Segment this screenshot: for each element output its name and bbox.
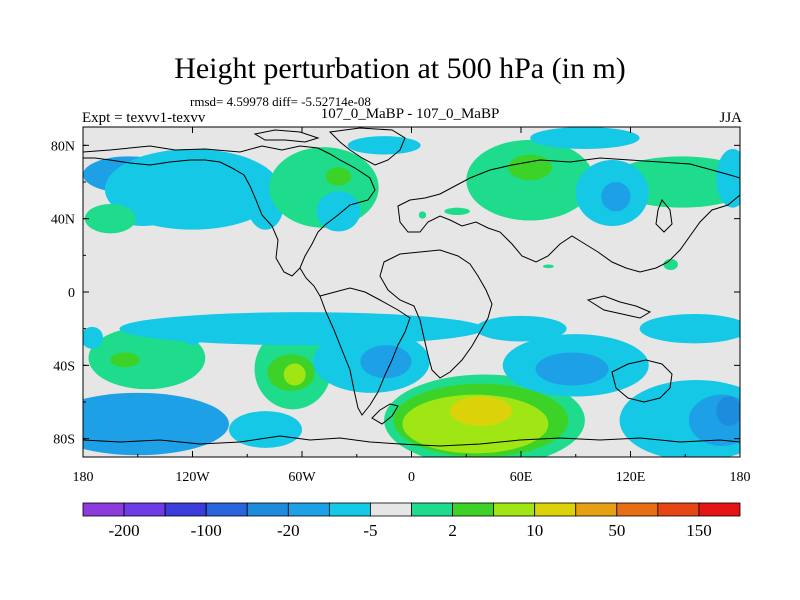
contour-region-43 (716, 396, 740, 426)
chart-title: Height perturbation at 500 hPa (in m) (174, 52, 626, 85)
contour-region-36 (449, 396, 512, 426)
y-tick-label: 40S (53, 359, 75, 374)
colorbar-box (575, 502, 618, 517)
contour-region-11 (466, 139, 594, 221)
contour-region-8 (347, 136, 421, 155)
contour-region-7 (316, 191, 361, 232)
colorbar-box (164, 502, 207, 517)
coast-south-america (319, 287, 411, 416)
contour-region-13 (513, 191, 558, 210)
contour-region-17 (601, 182, 631, 212)
colorbar-box (287, 502, 330, 517)
contour-region-40 (639, 314, 740, 344)
colorbar-box (246, 502, 289, 517)
y-tick-label: 80N (51, 139, 75, 154)
x-tick-label: 60W (288, 470, 316, 485)
colorbar-label: 50 (608, 521, 625, 540)
y-tick-label: 0 (68, 286, 75, 301)
coast-central-america (299, 267, 321, 297)
contour-region-10 (444, 207, 470, 215)
colorbar-box (205, 502, 248, 517)
colorbar-label: -5 (363, 521, 377, 540)
contour-region-12 (508, 154, 553, 181)
contour-region-29 (229, 411, 302, 448)
contour-region-19 (542, 264, 554, 269)
contour-fields (83, 127, 740, 457)
contour-region-31 (360, 345, 412, 379)
contour-region-39 (535, 352, 609, 386)
colorbar: -200 -100 -20 -5 2 10 50 150 (82, 502, 741, 540)
x-tick-label: 120W (175, 470, 210, 485)
y-axis: 80N 40N 0 40S 80S (51, 139, 740, 448)
coast-antarctica (83, 435, 740, 447)
coast-arctic-islands (253, 129, 320, 143)
colorbar-box (698, 502, 741, 517)
coast-greenland (328, 127, 406, 166)
stats-label: rmsd= 4.59978 diff= -5.52714e-08 (190, 94, 371, 109)
coast-indonesia (586, 295, 652, 319)
coast-antarctic-peninsula (371, 403, 399, 425)
coast-japan (655, 199, 673, 233)
x-tick-label: 60E (510, 470, 533, 485)
colorbar-box (370, 502, 412, 517)
coast-north-america (83, 145, 376, 277)
colorbar-box (657, 502, 700, 517)
y-tick-label: 80S (53, 433, 75, 448)
colorbar-label: 10 (526, 521, 543, 540)
contour-region-9 (418, 211, 427, 219)
colorbar-label: -200 (108, 521, 139, 540)
x-tick-label: 120E (616, 470, 646, 485)
colorbar-box (616, 502, 659, 517)
colorbar-box (123, 502, 166, 517)
contour-region-23 (83, 326, 104, 349)
contour-region-37 (475, 315, 567, 342)
colorbar-box (534, 502, 577, 517)
colorbar-box (82, 502, 125, 517)
coast-africa (379, 249, 493, 379)
season-label: JJA (719, 110, 742, 126)
colorbar-label: -20 (277, 521, 300, 540)
x-tick-label: 180 (730, 470, 751, 485)
colorbar-box (452, 502, 495, 517)
x-tick-label: 180 (73, 470, 94, 485)
experiment-label: Expt = texvv1-texvv (82, 110, 206, 126)
colorbar-label: 2 (448, 521, 457, 540)
coast-australia (611, 359, 673, 403)
contour-region-21 (88, 326, 206, 390)
colorbar-box (328, 502, 371, 517)
y-tick-label: 40N (51, 213, 75, 228)
contour-region-32 (119, 312, 485, 346)
comparison-label: 107_0_MaBP - 107_0_MaBP (320, 106, 500, 122)
x-tick-label: 0 (408, 470, 415, 485)
contour-region-20 (663, 259, 678, 270)
contour-region-14 (530, 127, 640, 149)
contour-region-6 (325, 167, 352, 186)
contour-region-3 (84, 204, 136, 234)
colorbar-box (493, 502, 536, 517)
colorbar-label: -100 (191, 521, 222, 540)
colorbar-label: 150 (686, 521, 712, 540)
coast-eurasia (397, 157, 740, 273)
continent-outlines (83, 127, 740, 447)
contour-region-18 (716, 149, 740, 208)
contour-region-22 (110, 352, 140, 368)
contour-region-28 (283, 363, 306, 386)
x-axis: 180 120W 60W 0 60E 120E 180 (73, 127, 751, 485)
contour-region-25 (83, 392, 229, 456)
colorbar-box (411, 502, 453, 517)
